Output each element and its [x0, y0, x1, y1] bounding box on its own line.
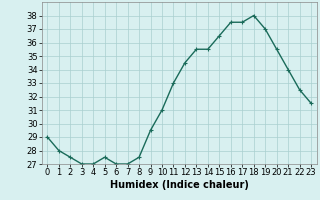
X-axis label: Humidex (Indice chaleur): Humidex (Indice chaleur): [110, 180, 249, 190]
